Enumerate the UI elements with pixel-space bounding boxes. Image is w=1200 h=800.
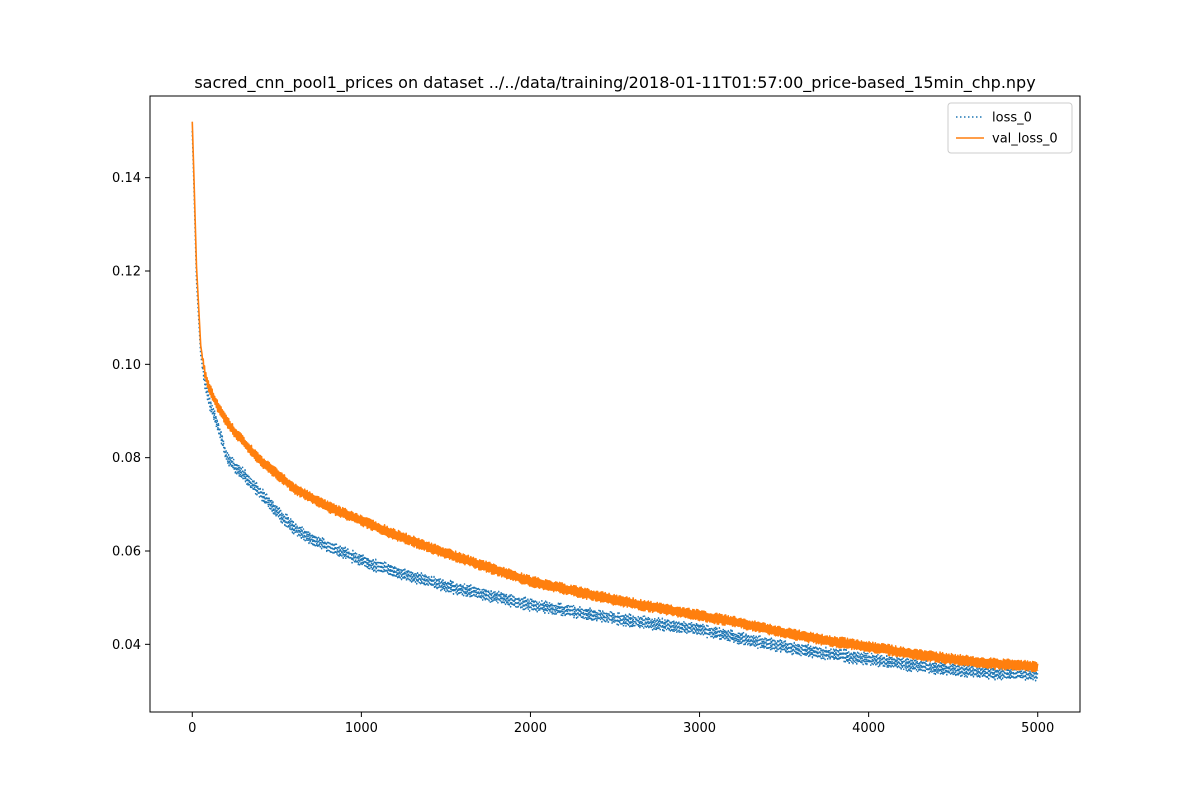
legend-label-val-loss-0: val_loss_0 <box>992 132 1058 147</box>
x-tick-label: 4000 <box>852 721 885 736</box>
legend: loss_0 val_loss_0 <box>947 102 1073 154</box>
series-line-loss-0 <box>191 130 1039 682</box>
y-axis: 0.04 0.06 0.08 0.10 0.12 0.14 <box>112 171 150 653</box>
x-tick-label: 0 <box>188 721 196 736</box>
y-tick-label: 0.08 <box>112 451 141 466</box>
x-tick-label: 5000 <box>1021 721 1054 736</box>
x-axis: 0 1000 2000 3000 4000 5000 <box>188 712 1054 736</box>
plot-area <box>149 95 1081 713</box>
y-tick-label: 0.14 <box>112 171 141 186</box>
chart-title: sacred_cnn_pool1_prices on dataset ../..… <box>194 73 1035 93</box>
legend-label-loss-0: loss_0 <box>992 111 1032 126</box>
series-line-val-loss-0 <box>191 121 1039 673</box>
x-tick-label: 1000 <box>345 721 378 736</box>
x-tick-label: 2000 <box>514 721 547 736</box>
y-tick-label: 0.06 <box>112 545 141 560</box>
y-tick-label: 0.04 <box>112 638 141 653</box>
legend-box <box>947 102 1073 154</box>
x-tick-label: 3000 <box>683 721 716 736</box>
y-tick-label: 0.10 <box>112 358 141 373</box>
y-tick-label: 0.12 <box>112 265 141 280</box>
plot-frame <box>149 95 1081 713</box>
